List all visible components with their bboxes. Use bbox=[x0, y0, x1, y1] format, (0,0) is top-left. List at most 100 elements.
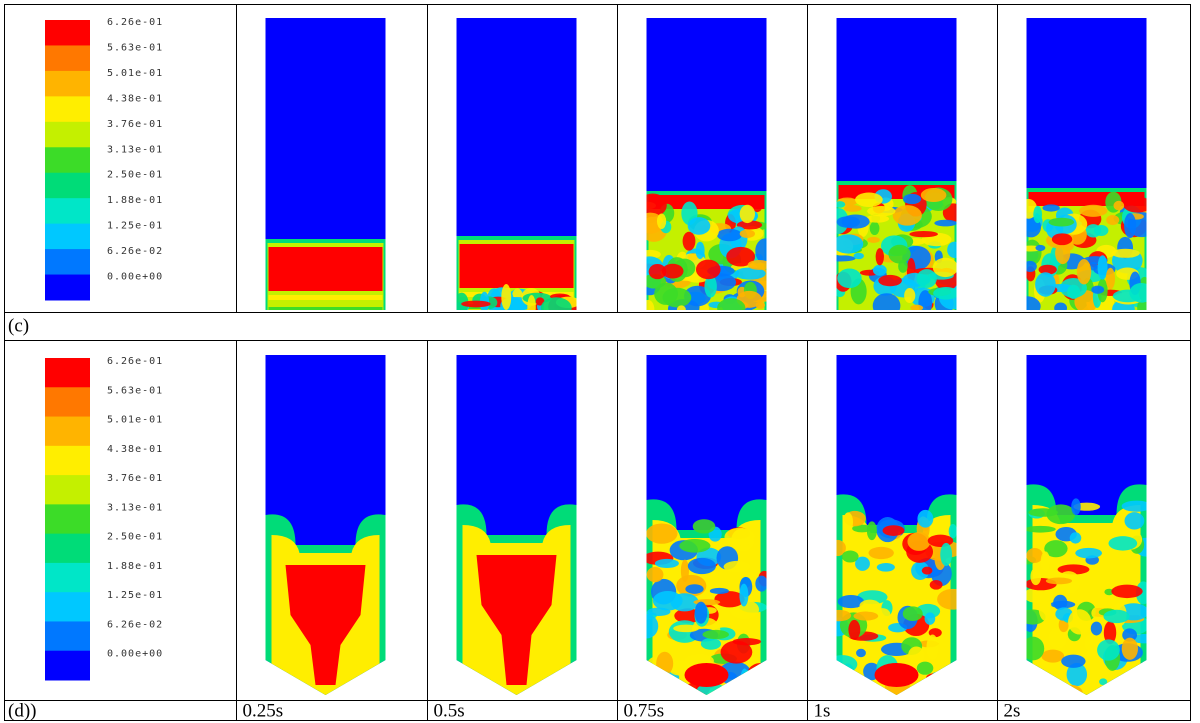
flow-blob bbox=[739, 584, 748, 607]
flow-blob bbox=[869, 547, 894, 559]
flow-blob bbox=[883, 525, 905, 536]
legend-swatch bbox=[45, 621, 90, 651]
legend-swatch bbox=[45, 71, 90, 97]
flow-blob bbox=[501, 284, 511, 310]
flow-blob bbox=[937, 589, 969, 610]
legend-swatch bbox=[45, 147, 90, 173]
flow-blob bbox=[681, 560, 689, 582]
flow-blob bbox=[926, 673, 941, 683]
legend-swatch bbox=[45, 275, 90, 301]
flow-blob bbox=[1124, 213, 1136, 238]
flow-blob bbox=[747, 663, 776, 685]
flow-blob bbox=[1054, 302, 1067, 313]
flow-blob bbox=[732, 638, 761, 645]
flow-blob bbox=[1106, 268, 1115, 290]
flow-blob bbox=[903, 194, 921, 204]
flow-blob bbox=[654, 283, 678, 305]
flow-blob bbox=[717, 229, 742, 241]
flow-blob bbox=[688, 558, 716, 574]
flow-blob bbox=[1111, 585, 1142, 598]
flow-blob bbox=[1079, 205, 1107, 217]
flow-blob bbox=[1126, 690, 1149, 697]
flow-blob bbox=[461, 301, 490, 308]
flow-blob bbox=[710, 588, 729, 594]
legend-label: 0.00e+00 bbox=[107, 649, 163, 660]
legend-label: 2.50e-01 bbox=[107, 532, 163, 543]
time-label: 0.25s bbox=[243, 700, 284, 721]
legend-swatch bbox=[45, 446, 90, 476]
flow-blob bbox=[909, 231, 938, 237]
flow-blob bbox=[656, 652, 673, 675]
legend-swatch bbox=[45, 563, 90, 593]
legend-label: 5.63e-01 bbox=[107, 42, 163, 53]
flow-blob bbox=[1097, 639, 1120, 660]
legend-swatch bbox=[45, 122, 90, 148]
flow-blob bbox=[641, 300, 654, 319]
legend-swatch bbox=[45, 96, 90, 122]
flow-blob bbox=[867, 521, 877, 540]
flow-blob bbox=[917, 662, 933, 675]
flow-blob bbox=[683, 232, 696, 251]
row-label: (c) bbox=[8, 315, 29, 336]
flow-blob bbox=[945, 677, 954, 701]
contour-panel bbox=[632, 18, 775, 319]
flow-blob bbox=[842, 214, 870, 228]
flow-blob bbox=[1050, 601, 1075, 609]
flow-blob bbox=[702, 630, 729, 639]
flow-blob bbox=[653, 591, 683, 611]
row-label: (d)) bbox=[8, 700, 36, 721]
flow-blob bbox=[655, 559, 679, 568]
flow-blob bbox=[873, 265, 887, 276]
legend-swatch bbox=[45, 504, 90, 534]
time-label: 0.75s bbox=[624, 700, 665, 721]
flow-blob bbox=[853, 612, 878, 621]
flow-blob bbox=[876, 248, 884, 265]
flow-blob bbox=[842, 550, 859, 562]
flow-blob bbox=[903, 606, 923, 621]
flow-blob bbox=[1061, 685, 1082, 702]
contour-panel bbox=[266, 355, 386, 695]
legend-label: 5.01e-01 bbox=[107, 415, 163, 426]
flow-blob bbox=[844, 205, 862, 212]
bed-core bbox=[685, 663, 729, 687]
flow-blob bbox=[740, 230, 755, 238]
flow-blob bbox=[724, 528, 755, 546]
flow-blob bbox=[1023, 261, 1037, 272]
legend-label: 1.25e-01 bbox=[107, 590, 163, 601]
flow-blob bbox=[1049, 218, 1075, 227]
legend-label: 1.25e-01 bbox=[107, 221, 163, 232]
flow-blob bbox=[949, 524, 957, 538]
flow-blob bbox=[1028, 508, 1058, 517]
flow-blob bbox=[843, 512, 853, 532]
legend-label: 0.00e+00 bbox=[107, 272, 163, 283]
flow-blob bbox=[1099, 678, 1107, 685]
flow-blob bbox=[1075, 548, 1102, 559]
flow-blob bbox=[1117, 674, 1148, 686]
flow-blob bbox=[867, 237, 880, 243]
flow-blob bbox=[870, 222, 880, 235]
legend-label: 6.26e-02 bbox=[107, 246, 163, 257]
flow-blob bbox=[1030, 568, 1041, 586]
legend-label: 6.26e-02 bbox=[107, 619, 163, 630]
flow-blob bbox=[1025, 526, 1056, 533]
flow-blob bbox=[1046, 578, 1072, 585]
flow-blob bbox=[1108, 536, 1137, 550]
flow-blob bbox=[1022, 637, 1044, 661]
flow-blob bbox=[921, 188, 947, 202]
flow-blob bbox=[904, 288, 915, 303]
flow-blob bbox=[740, 205, 755, 223]
bed-band bbox=[269, 315, 383, 320]
figure: 6.26e-015.63e-015.01e-014.38e-013.76e-01… bbox=[0, 0, 1200, 723]
flow-blob bbox=[685, 584, 703, 594]
contour-panel bbox=[1014, 18, 1156, 318]
contour-panel bbox=[457, 355, 577, 695]
flow-blob bbox=[854, 253, 864, 259]
flow-blob bbox=[1122, 638, 1138, 660]
legend-label: 5.01e-01 bbox=[107, 68, 163, 79]
flow-blob bbox=[835, 201, 845, 208]
flow-blob bbox=[646, 524, 678, 544]
flow-blob bbox=[717, 298, 745, 318]
bed-band bbox=[269, 323, 383, 328]
legend-label: 6.26e-01 bbox=[107, 356, 163, 367]
flow-blob bbox=[1042, 204, 1059, 211]
